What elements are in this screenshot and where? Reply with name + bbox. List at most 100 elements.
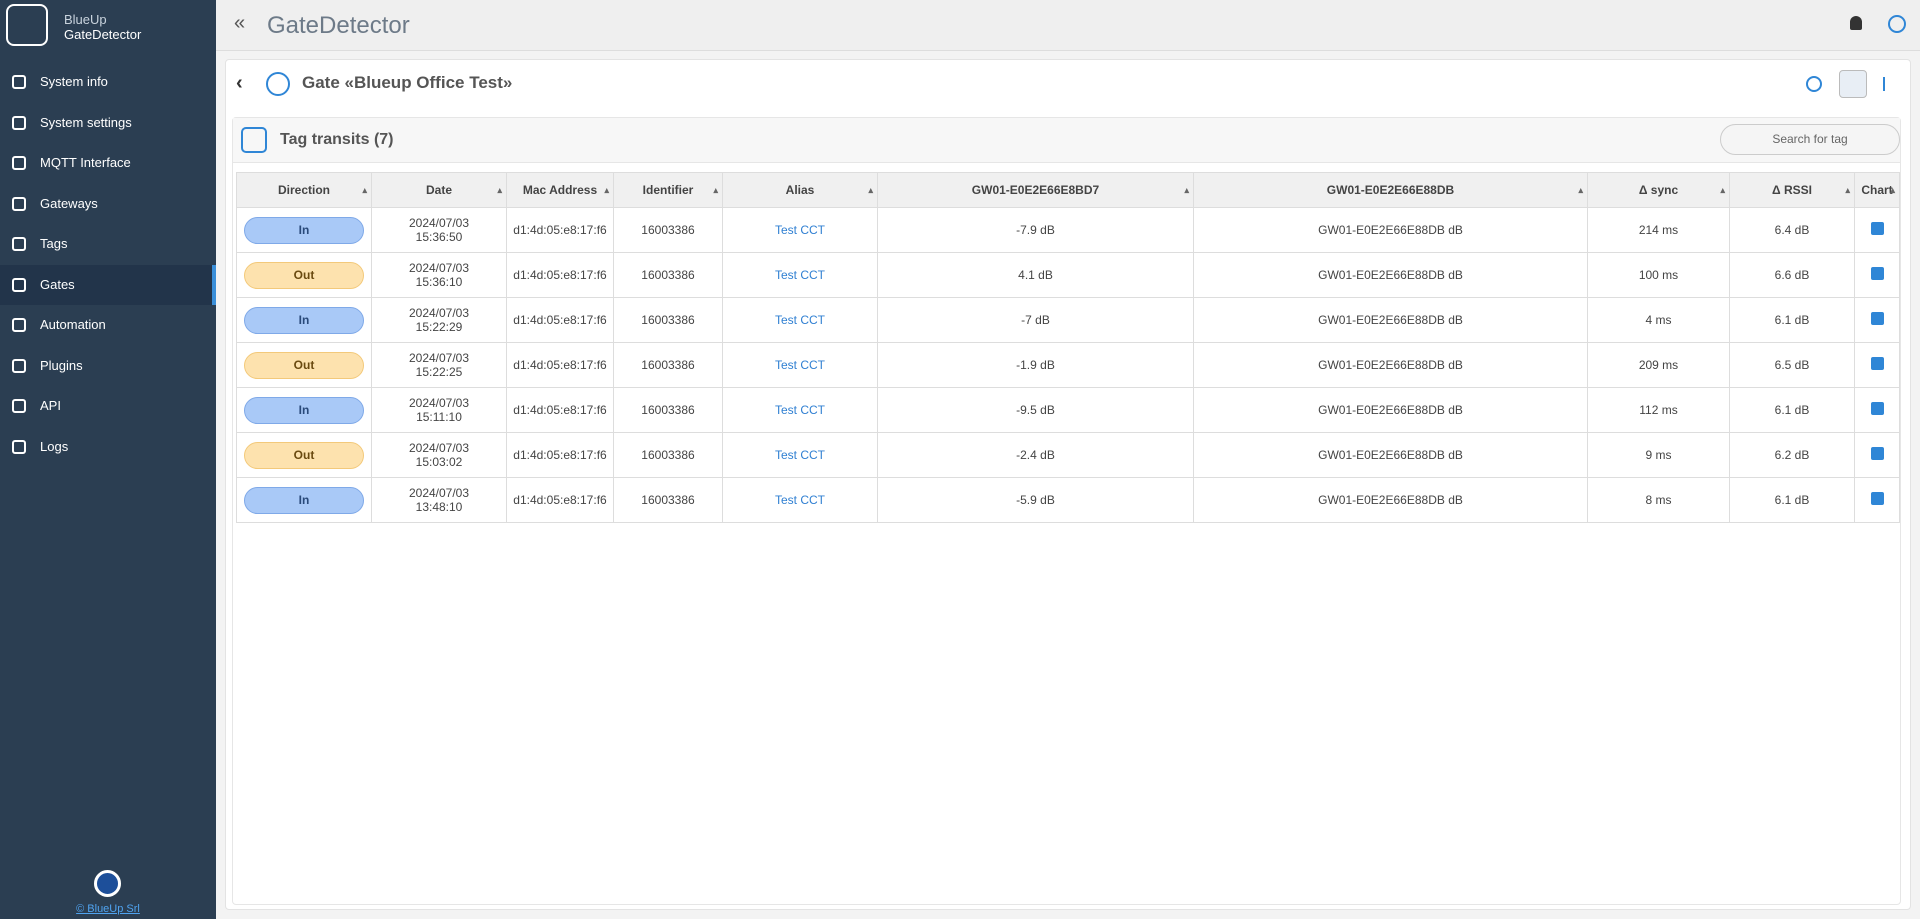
nav-item[interactable]: System info bbox=[0, 62, 216, 102]
nav-icon bbox=[12, 318, 26, 332]
chart-button[interactable] bbox=[1870, 402, 1884, 415]
sort-icon: ▴ bbox=[1184, 185, 1189, 195]
column-header[interactable]: Alias ▴ bbox=[722, 172, 878, 208]
cell bbox=[1854, 387, 1900, 433]
nav-item[interactable]: Tags bbox=[0, 224, 216, 264]
cell-text: -1.9 dB bbox=[1016, 358, 1055, 372]
cell-text: -5.9 dB bbox=[1016, 493, 1055, 507]
cell-text: d1:4d:05:e8:17:f6 bbox=[513, 223, 607, 237]
direction-pill: In bbox=[244, 486, 364, 514]
cell-text: 6.2 dB bbox=[1774, 448, 1810, 462]
cell-text: 16003386 bbox=[641, 448, 695, 462]
date: 2024/07/03 bbox=[408, 306, 470, 320]
direction-pill: Out bbox=[244, 261, 364, 289]
chart-button[interactable] bbox=[1870, 357, 1884, 370]
column-header[interactable]: GW01-E0E2E66E88DB ▴ bbox=[1193, 172, 1588, 208]
cell: 2024/07/03 15:11:10 bbox=[371, 387, 507, 433]
nav-label: Gates bbox=[40, 276, 75, 292]
nav-item[interactable]: System settings bbox=[0, 103, 216, 143]
cell: 16003386 bbox=[613, 387, 723, 433]
nav-label: Automation bbox=[40, 317, 106, 332]
nav-item[interactable]: Gates bbox=[0, 264, 216, 305]
collapse[interactable]: « bbox=[234, 12, 246, 34]
alias-link[interactable]: Test CCT bbox=[774, 403, 825, 417]
nav-item[interactable]: MQTT Interface bbox=[0, 143, 216, 183]
nav-label: System info bbox=[40, 74, 108, 89]
time: 13:48:10 bbox=[415, 500, 463, 514]
cell: d1:4d:05:e8:17:f6 bbox=[506, 297, 614, 343]
cell-text: 214 ms bbox=[1638, 223, 1679, 237]
header-label: Date bbox=[425, 183, 452, 197]
cell-text: 6.1 dB bbox=[1774, 403, 1810, 417]
tab-icon[interactable] bbox=[1839, 70, 1867, 98]
sort-icon: ▴ bbox=[713, 185, 718, 195]
cell-text: 4 ms bbox=[1645, 313, 1672, 327]
cell bbox=[1854, 342, 1900, 388]
cell: 16003386 bbox=[613, 477, 723, 523]
panel: Tag transits (7) Search for tag bbox=[232, 117, 1901, 905]
back[interactable]: ‹ bbox=[236, 72, 243, 94]
alias-link[interactable]: Test CCT bbox=[774, 493, 825, 507]
cell-text: 6.6 dB bbox=[1774, 268, 1810, 282]
search[interactable]: Search for tag bbox=[1720, 124, 1900, 155]
nav-item[interactable]: Plugins bbox=[0, 346, 216, 386]
column-header[interactable]: Date ▴ bbox=[371, 172, 507, 208]
date: 2024/07/03 bbox=[408, 261, 470, 275]
nav-item[interactable]: API bbox=[0, 386, 216, 426]
nav-item[interactable]: Logs bbox=[0, 427, 216, 467]
nav-label: MQTT Interface bbox=[40, 155, 131, 170]
power[interactable] bbox=[1888, 15, 1906, 33]
alias-link[interactable]: Test CCT bbox=[774, 223, 825, 237]
nav-label: Gateways bbox=[40, 195, 98, 211]
chart-button[interactable] bbox=[1870, 447, 1884, 460]
cell-text: 6.1 dB bbox=[1774, 313, 1810, 327]
direction-pill: In bbox=[244, 216, 364, 244]
cell-text: GW01-E0E2E66E88DB dB bbox=[1318, 268, 1463, 282]
column-header[interactable]: GW01-E0E2E66E8BD7 ▴ bbox=[877, 172, 1194, 208]
nav-icon bbox=[12, 277, 26, 292]
footer-logo bbox=[94, 870, 121, 897]
column-header[interactable]: Identifier ▴ bbox=[613, 172, 723, 208]
tab-icon[interactable] bbox=[1806, 76, 1822, 92]
cell: Test CCT bbox=[722, 387, 878, 433]
cell-text: d1:4d:05:e8:17:f6 bbox=[513, 448, 607, 462]
nav-item[interactable]: Automation bbox=[0, 305, 216, 345]
header-label: Chart bbox=[1861, 183, 1893, 197]
direction-pill: In bbox=[244, 306, 364, 334]
alias-link[interactable]: Test CCT bbox=[774, 268, 825, 282]
cell: Test CCT bbox=[722, 297, 878, 343]
section-title: Tag transits (7) bbox=[280, 131, 394, 148]
cell-text: 16003386 bbox=[641, 493, 695, 507]
cell bbox=[1854, 432, 1900, 478]
chart-button[interactable] bbox=[1870, 222, 1884, 235]
sort-icon: ▴ bbox=[1890, 185, 1895, 195]
column-header[interactable]: Mac Address ▴ bbox=[506, 172, 614, 208]
cell-text: d1:4d:05:e8:17:f6 bbox=[513, 358, 607, 372]
column-header[interactable]: Direction ▴ bbox=[236, 172, 372, 208]
nav-item[interactable]: Gateways bbox=[0, 184, 216, 224]
chart-button[interactable] bbox=[1870, 312, 1884, 325]
alias-link[interactable]: Test CCT bbox=[774, 313, 825, 327]
cell-text: GW01-E0E2E66E88DB dB bbox=[1318, 493, 1463, 507]
column-header[interactable]: Δ RSSI ▴ bbox=[1729, 172, 1855, 208]
cell: In bbox=[236, 297, 372, 343]
cell: 112 ms bbox=[1587, 387, 1730, 433]
column-header[interactable]: Chart ▴ bbox=[1854, 172, 1900, 208]
cell: 6.1 dB bbox=[1729, 297, 1855, 343]
chart-button[interactable] bbox=[1870, 492, 1884, 505]
sort-icon: ▴ bbox=[868, 185, 873, 195]
alias-link[interactable]: Test CCT bbox=[774, 448, 825, 462]
header-label: Identifier bbox=[642, 183, 694, 197]
cell-text: 16003386 bbox=[641, 268, 695, 282]
bell[interactable] bbox=[1850, 16, 1862, 30]
cell-text: GW01-E0E2E66E88DB dB bbox=[1318, 403, 1463, 417]
cell: -7.9 dB bbox=[877, 207, 1194, 253]
alias-link[interactable]: Test CCT bbox=[774, 358, 825, 372]
cell: Test CCT bbox=[722, 207, 878, 253]
chart-button[interactable] bbox=[1870, 267, 1884, 280]
nav-label: API bbox=[40, 398, 61, 413]
logo[interactable] bbox=[6, 4, 48, 46]
footer-link[interactable]: © BlueUp Srl bbox=[76, 903, 140, 915]
tab-icon[interactable] bbox=[1883, 77, 1897, 91]
column-header[interactable]: Δ sync ▴ bbox=[1587, 172, 1730, 208]
